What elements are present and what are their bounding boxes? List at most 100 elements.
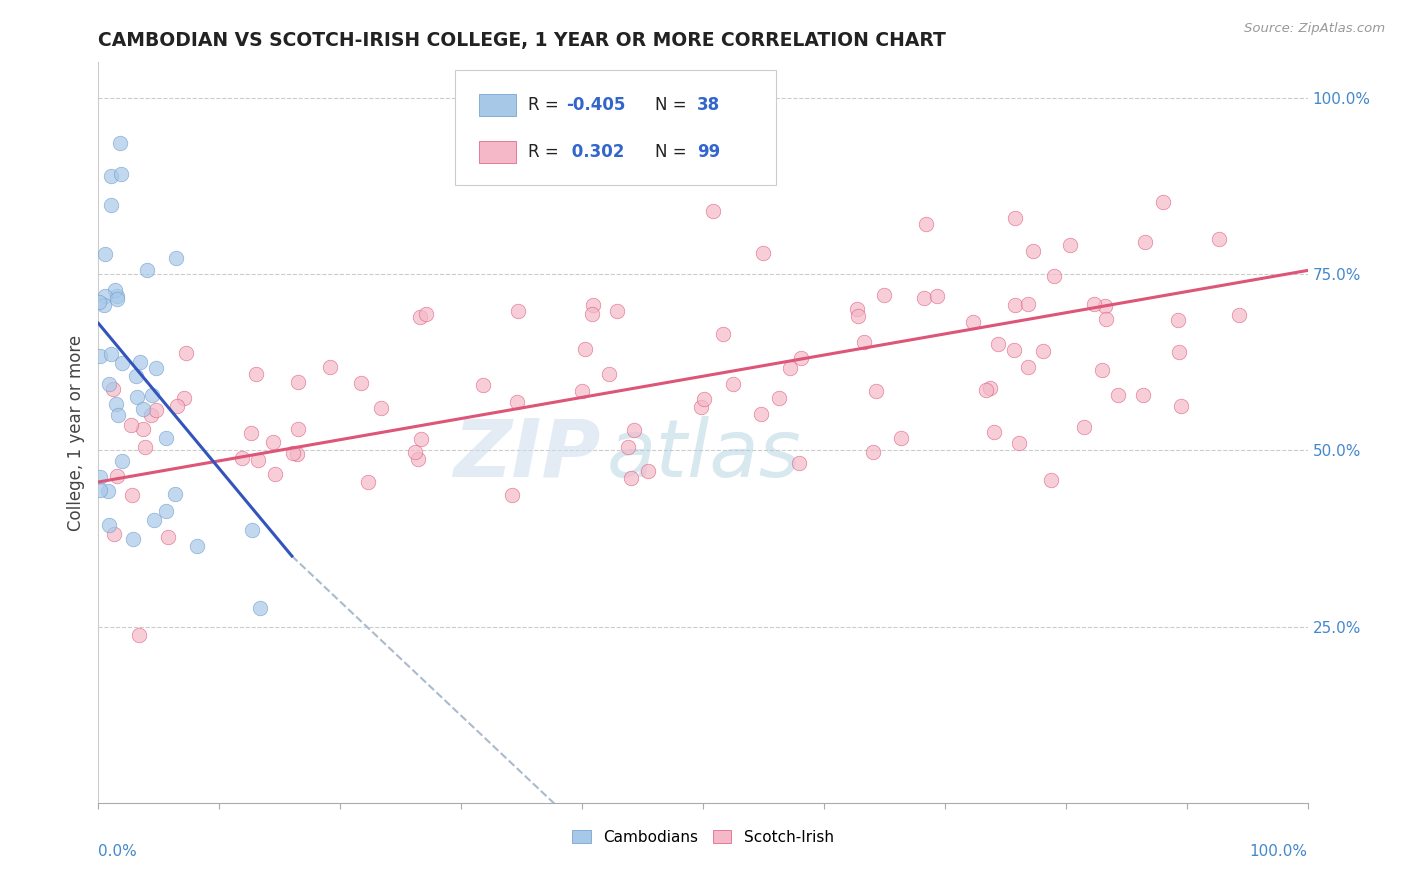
Point	[1008, 435, 1031, 450]
Point	[1083, 297, 1105, 311]
Point	[128, 628, 150, 642]
Point	[349, 376, 371, 390]
Point	[145, 360, 167, 375]
Point	[1133, 235, 1156, 250]
Point	[249, 601, 271, 615]
Point	[100, 197, 122, 211]
Point	[1094, 299, 1116, 313]
Text: atlas: atlas	[606, 416, 801, 494]
Point	[173, 391, 195, 405]
Point	[1152, 194, 1174, 209]
Point	[853, 334, 876, 349]
Point	[186, 539, 208, 553]
Point	[97, 483, 120, 498]
Point	[873, 288, 896, 302]
Point	[962, 315, 984, 329]
FancyBboxPatch shape	[479, 141, 516, 163]
Point	[141, 388, 163, 402]
Point	[262, 435, 284, 450]
Point	[749, 408, 772, 422]
Text: 99: 99	[697, 143, 720, 161]
Point	[974, 383, 997, 397]
Point	[1022, 244, 1045, 259]
Point	[472, 378, 495, 392]
Point	[104, 397, 127, 411]
Point	[93, 298, 115, 312]
Point	[1042, 268, 1064, 283]
Point	[122, 532, 145, 546]
Point	[987, 337, 1010, 351]
Point	[1004, 343, 1026, 357]
Point	[94, 289, 117, 303]
Point	[120, 417, 142, 432]
Point	[287, 422, 309, 436]
Point	[582, 297, 605, 311]
Point	[231, 450, 253, 465]
Point	[1167, 313, 1189, 327]
Point	[247, 453, 270, 467]
Point	[100, 169, 122, 183]
Point	[501, 487, 523, 501]
Point	[752, 245, 775, 260]
Point	[693, 392, 716, 406]
Point	[979, 381, 1001, 395]
Point	[404, 444, 426, 458]
Text: N =: N =	[655, 96, 692, 114]
Point	[617, 440, 640, 454]
Point	[174, 346, 197, 360]
Point	[264, 467, 287, 481]
Point	[156, 530, 179, 544]
Point	[98, 517, 121, 532]
Point	[1170, 399, 1192, 413]
Point	[132, 401, 155, 416]
Point	[779, 360, 801, 375]
Point	[287, 375, 309, 389]
Point	[100, 347, 122, 361]
Point	[912, 291, 935, 305]
Point	[165, 487, 187, 501]
Y-axis label: College, 1 year or more: College, 1 year or more	[66, 334, 84, 531]
Point	[574, 343, 596, 357]
Point	[1017, 297, 1039, 311]
Point	[983, 425, 1005, 439]
Point	[104, 284, 127, 298]
Point	[125, 390, 148, 404]
Point	[155, 431, 177, 445]
Point	[1004, 211, 1026, 225]
Point	[165, 252, 187, 266]
Point	[145, 402, 167, 417]
Point	[605, 304, 627, 318]
Point	[110, 167, 132, 181]
Point	[125, 368, 148, 383]
Point	[711, 326, 734, 341]
Point	[370, 401, 392, 415]
Point	[598, 367, 620, 381]
Point	[620, 471, 643, 485]
Point	[105, 469, 128, 483]
Point	[166, 399, 188, 413]
Point	[103, 526, 125, 541]
Point	[1227, 309, 1250, 323]
Point	[87, 295, 110, 310]
Point	[846, 301, 869, 316]
Point	[105, 292, 128, 306]
Point	[846, 310, 869, 324]
Point	[787, 456, 810, 470]
Text: 0.302: 0.302	[567, 143, 624, 161]
Point	[790, 351, 813, 365]
Point	[409, 310, 432, 324]
Point	[94, 247, 117, 261]
Point	[1208, 231, 1230, 245]
Point	[637, 464, 659, 478]
Point	[571, 140, 593, 154]
Point	[285, 448, 308, 462]
Point	[111, 454, 134, 468]
Point	[915, 217, 938, 231]
Point	[1017, 359, 1039, 374]
Point	[281, 445, 304, 459]
Point	[89, 349, 111, 363]
Point	[357, 475, 380, 489]
Point	[239, 426, 262, 441]
Point	[134, 440, 156, 454]
Legend: Cambodians, Scotch-Irish: Cambodians, Scotch-Irish	[567, 823, 839, 851]
